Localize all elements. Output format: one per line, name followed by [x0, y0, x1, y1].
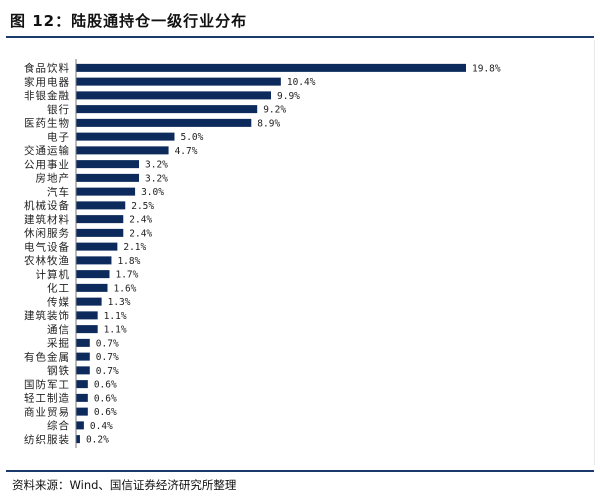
bar-27	[76, 435, 80, 444]
bar-0	[76, 63, 466, 72]
chart-title-bar: 图 12：陆股通持仓一级行业分布	[6, 4, 594, 38]
category-label: 非银金融	[24, 89, 70, 102]
category-label: 有色金属	[24, 350, 70, 363]
category-label: 食品饮料	[24, 62, 70, 75]
category-label: 计算机	[36, 268, 71, 281]
bar-19	[76, 325, 98, 334]
bar-23	[76, 380, 88, 389]
category-label: 化工	[47, 282, 70, 295]
bar-26	[76, 421, 84, 430]
bar-8	[76, 173, 140, 182]
bar-7	[76, 160, 140, 169]
category-label: 机械设备	[24, 199, 70, 212]
bar-11	[76, 215, 124, 224]
bar-24	[76, 393, 88, 402]
category-label: 轻工制造	[24, 392, 70, 405]
category-label: 传媒	[47, 295, 70, 308]
value-label: 1.7%	[115, 270, 138, 281]
category-label: 钢铁	[47, 364, 70, 377]
value-label: 2.5%	[131, 201, 154, 212]
value-label: 4.7%	[175, 146, 198, 157]
chart-title: 图 12：陆股通持仓一级行业分布	[10, 12, 248, 30]
bar-12	[76, 228, 124, 237]
bar-22	[76, 366, 90, 375]
category-label: 农林牧渔	[24, 254, 70, 267]
category-label: 通信	[47, 324, 70, 336]
bar-3	[76, 105, 258, 114]
value-label: 0.6%	[94, 407, 117, 418]
category-label: 纺织服装	[24, 433, 70, 446]
bar-15	[76, 270, 110, 279]
category-label: 家用电器	[24, 75, 70, 88]
value-label: 9.2%	[263, 105, 286, 116]
bar-chart: 食品饮料 19.8% 家用电器 10.4% 非银金融 9.9% 银行 9.2% 医药生物 8.9%…	[24, 59, 501, 448]
value-label: 0.7%	[96, 338, 119, 349]
value-label: 3.2%	[145, 160, 168, 171]
value-label: 0.2%	[86, 435, 109, 446]
value-label: 19.8%	[472, 63, 501, 74]
bar-2	[76, 91, 271, 100]
chart-frame	[6, 40, 595, 465]
value-label: 0.6%	[94, 380, 117, 391]
value-label: 9.9%	[277, 91, 300, 102]
value-label: 0.4%	[90, 421, 113, 432]
value-label: 0.6%	[94, 393, 117, 404]
category-label: 房地产	[36, 172, 71, 185]
category-label: 医药生物	[24, 117, 70, 130]
category-label: 交通运输	[24, 144, 70, 157]
bar-5	[76, 132, 175, 141]
bar-6	[76, 146, 169, 155]
bar-10	[76, 201, 126, 210]
category-label: 商业贸易	[24, 405, 70, 418]
category-label: 休闲服务	[24, 227, 70, 240]
value-label: 2.1%	[123, 242, 146, 253]
category-label: 电气设备	[24, 240, 70, 253]
value-label: 1.1%	[104, 325, 127, 336]
bar-18	[76, 311, 98, 320]
bar-13	[76, 242, 118, 251]
value-label: 1.3%	[108, 297, 131, 308]
bar-14	[76, 256, 112, 265]
value-label: 10.4%	[287, 77, 316, 88]
category-label: 建筑材料	[24, 213, 70, 226]
bar-20	[76, 338, 90, 347]
source-note: 资料来源：Wind、国信证券经济研究所整理	[12, 478, 237, 492]
value-label: 3.2%	[145, 173, 168, 184]
value-label: 0.7%	[96, 352, 119, 363]
value-label: 5.0%	[180, 132, 203, 143]
value-label: 8.9%	[257, 118, 280, 129]
bar-21	[76, 352, 90, 361]
value-label: 2.4%	[129, 215, 152, 226]
bar-9	[76, 187, 136, 196]
category-label: 公用事业	[24, 158, 70, 171]
bar-17	[76, 297, 102, 306]
category-label: 综合	[47, 419, 70, 432]
bar-25	[76, 407, 88, 416]
category-label: 建筑装饰	[24, 309, 70, 322]
bar-16	[76, 283, 108, 292]
value-label: 2.4%	[129, 228, 152, 239]
bar-1	[76, 77, 281, 86]
category-label: 汽车	[47, 185, 70, 198]
value-label: 1.8%	[117, 256, 140, 267]
value-label: 0.7%	[96, 366, 119, 377]
value-label: 3.0%	[141, 187, 164, 198]
category-label: 银行	[47, 103, 70, 116]
category-label: 电子	[47, 130, 70, 143]
source-bar: 资料来源：Wind、国信证券经济研究所整理	[6, 470, 594, 496]
value-label: 1.1%	[104, 311, 127, 322]
category-label: 采掘	[47, 337, 70, 350]
value-label: 1.6%	[114, 283, 137, 294]
category-label: 国防军工	[24, 378, 70, 391]
bar-4	[76, 118, 252, 127]
